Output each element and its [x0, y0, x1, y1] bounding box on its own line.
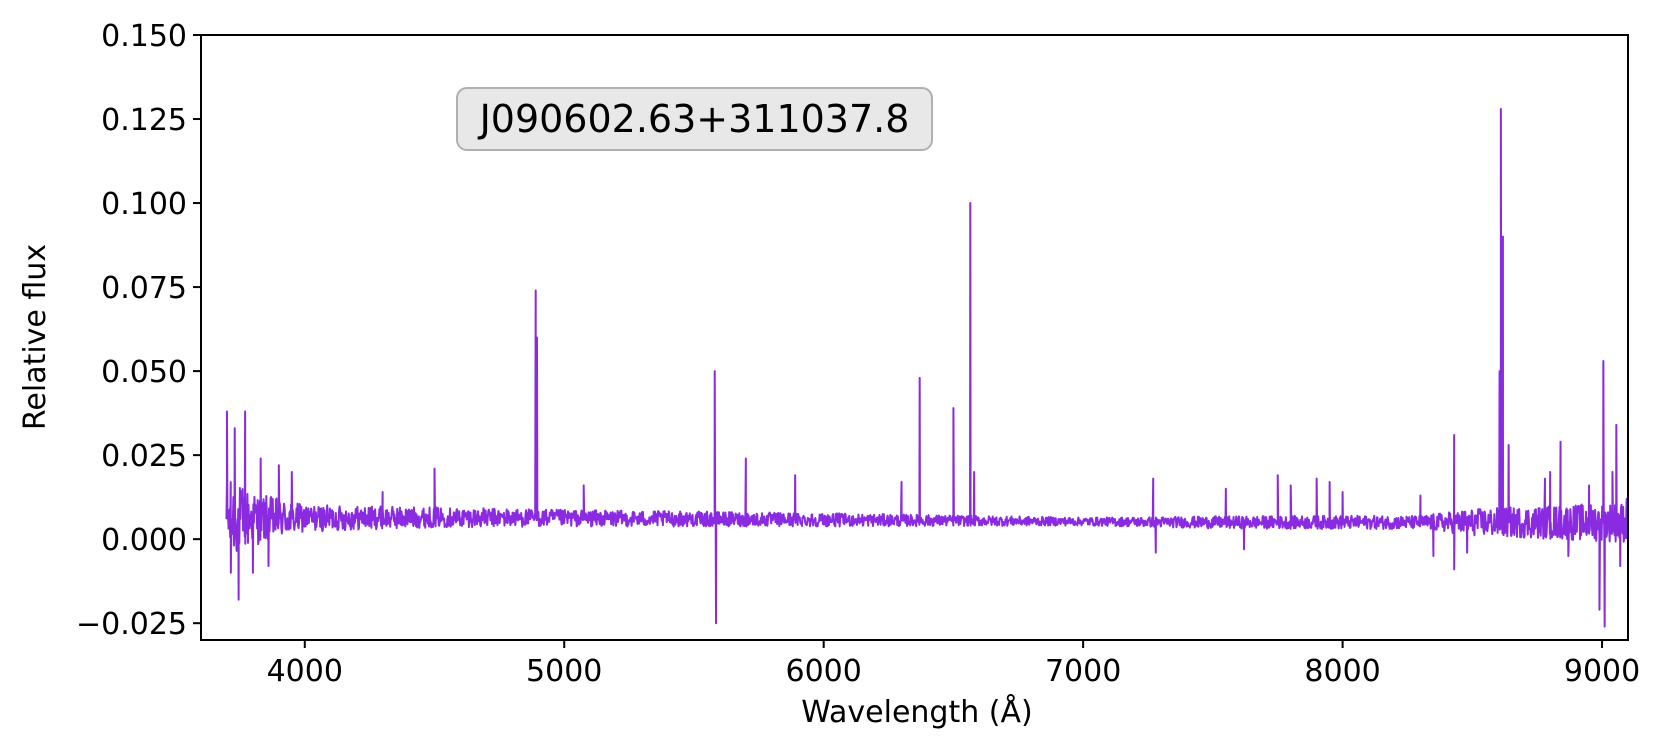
axes: 4000 5000 6000 7000 8000 9000 −0.025 0.000 0.025… — [76, 19, 1640, 689]
y-tick-label: 0.125 — [101, 103, 187, 138]
y-tick-label: 0.100 — [101, 187, 187, 222]
x-tick-label: 7000 — [1045, 654, 1121, 689]
x-tick-label: 9000 — [1564, 654, 1640, 689]
x-tick-label: 4000 — [267, 654, 343, 689]
annotation-box — [456, 87, 933, 151]
x-tick-label: 8000 — [1304, 654, 1380, 689]
annotation: J090602.63+311037.8 — [456, 87, 933, 151]
y-tick-label: 0.075 — [101, 271, 187, 306]
y-axis-label: Relative flux — [18, 244, 53, 430]
y-tick-label: 0.050 — [101, 355, 187, 390]
y-tick-label: 0.150 — [101, 19, 187, 54]
y-tick-label: −0.025 — [76, 607, 187, 642]
x-axis-label: Wavelength (Å) — [801, 694, 1032, 730]
axes-frame — [200, 34, 1629, 641]
x-tick-label: 5000 — [526, 654, 602, 689]
y-tick-label: 0.025 — [101, 439, 187, 474]
plot-area — [225, 107, 1629, 628]
x-tick-label: 6000 — [786, 654, 862, 689]
annotation-text: J090602.63+311037.8 — [478, 97, 910, 141]
spectrum-line — [225, 107, 1629, 628]
y-tick-label: 0.000 — [101, 523, 187, 558]
